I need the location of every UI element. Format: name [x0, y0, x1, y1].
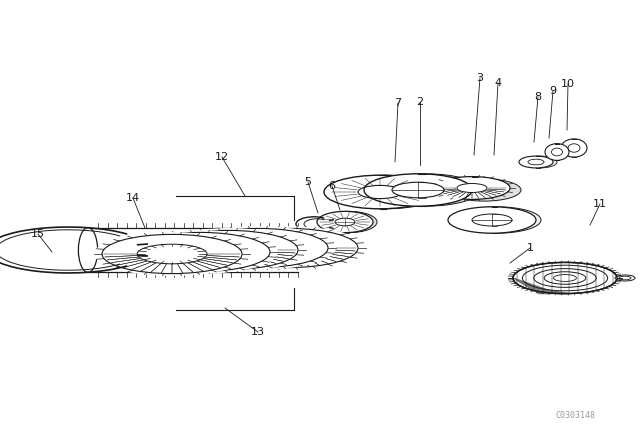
Ellipse shape — [545, 144, 569, 160]
Text: 1: 1 — [527, 243, 534, 253]
Text: 6: 6 — [328, 181, 335, 191]
Ellipse shape — [513, 263, 617, 293]
Ellipse shape — [321, 211, 377, 233]
Text: 9: 9 — [549, 86, 557, 96]
Ellipse shape — [94, 232, 250, 276]
Text: 7: 7 — [394, 98, 401, 108]
Ellipse shape — [523, 156, 557, 168]
Ellipse shape — [392, 182, 444, 198]
Text: C0303148: C0303148 — [555, 410, 595, 419]
Ellipse shape — [330, 175, 442, 209]
Ellipse shape — [447, 179, 521, 201]
Ellipse shape — [317, 211, 373, 233]
Ellipse shape — [210, 226, 366, 270]
Text: 13: 13 — [251, 327, 265, 337]
Text: 3: 3 — [477, 73, 483, 83]
Text: 2: 2 — [417, 97, 424, 107]
Text: 12: 12 — [215, 152, 229, 162]
Text: 4: 4 — [495, 78, 502, 88]
Ellipse shape — [122, 230, 278, 274]
Ellipse shape — [324, 175, 436, 209]
Text: 5: 5 — [305, 177, 312, 187]
Ellipse shape — [150, 228, 306, 272]
Text: 10: 10 — [561, 79, 575, 89]
Ellipse shape — [434, 177, 510, 199]
Text: 14: 14 — [126, 193, 140, 203]
Ellipse shape — [448, 207, 536, 233]
Polygon shape — [513, 278, 570, 293]
Ellipse shape — [180, 226, 336, 270]
Ellipse shape — [364, 174, 472, 206]
Ellipse shape — [615, 275, 635, 281]
Text: 8: 8 — [534, 92, 541, 102]
Ellipse shape — [561, 139, 587, 157]
Ellipse shape — [519, 156, 553, 168]
Ellipse shape — [453, 207, 541, 233]
Ellipse shape — [457, 184, 487, 193]
Text: 15: 15 — [31, 229, 45, 239]
Ellipse shape — [372, 174, 480, 206]
Ellipse shape — [79, 228, 97, 272]
Text: 11: 11 — [593, 199, 607, 209]
